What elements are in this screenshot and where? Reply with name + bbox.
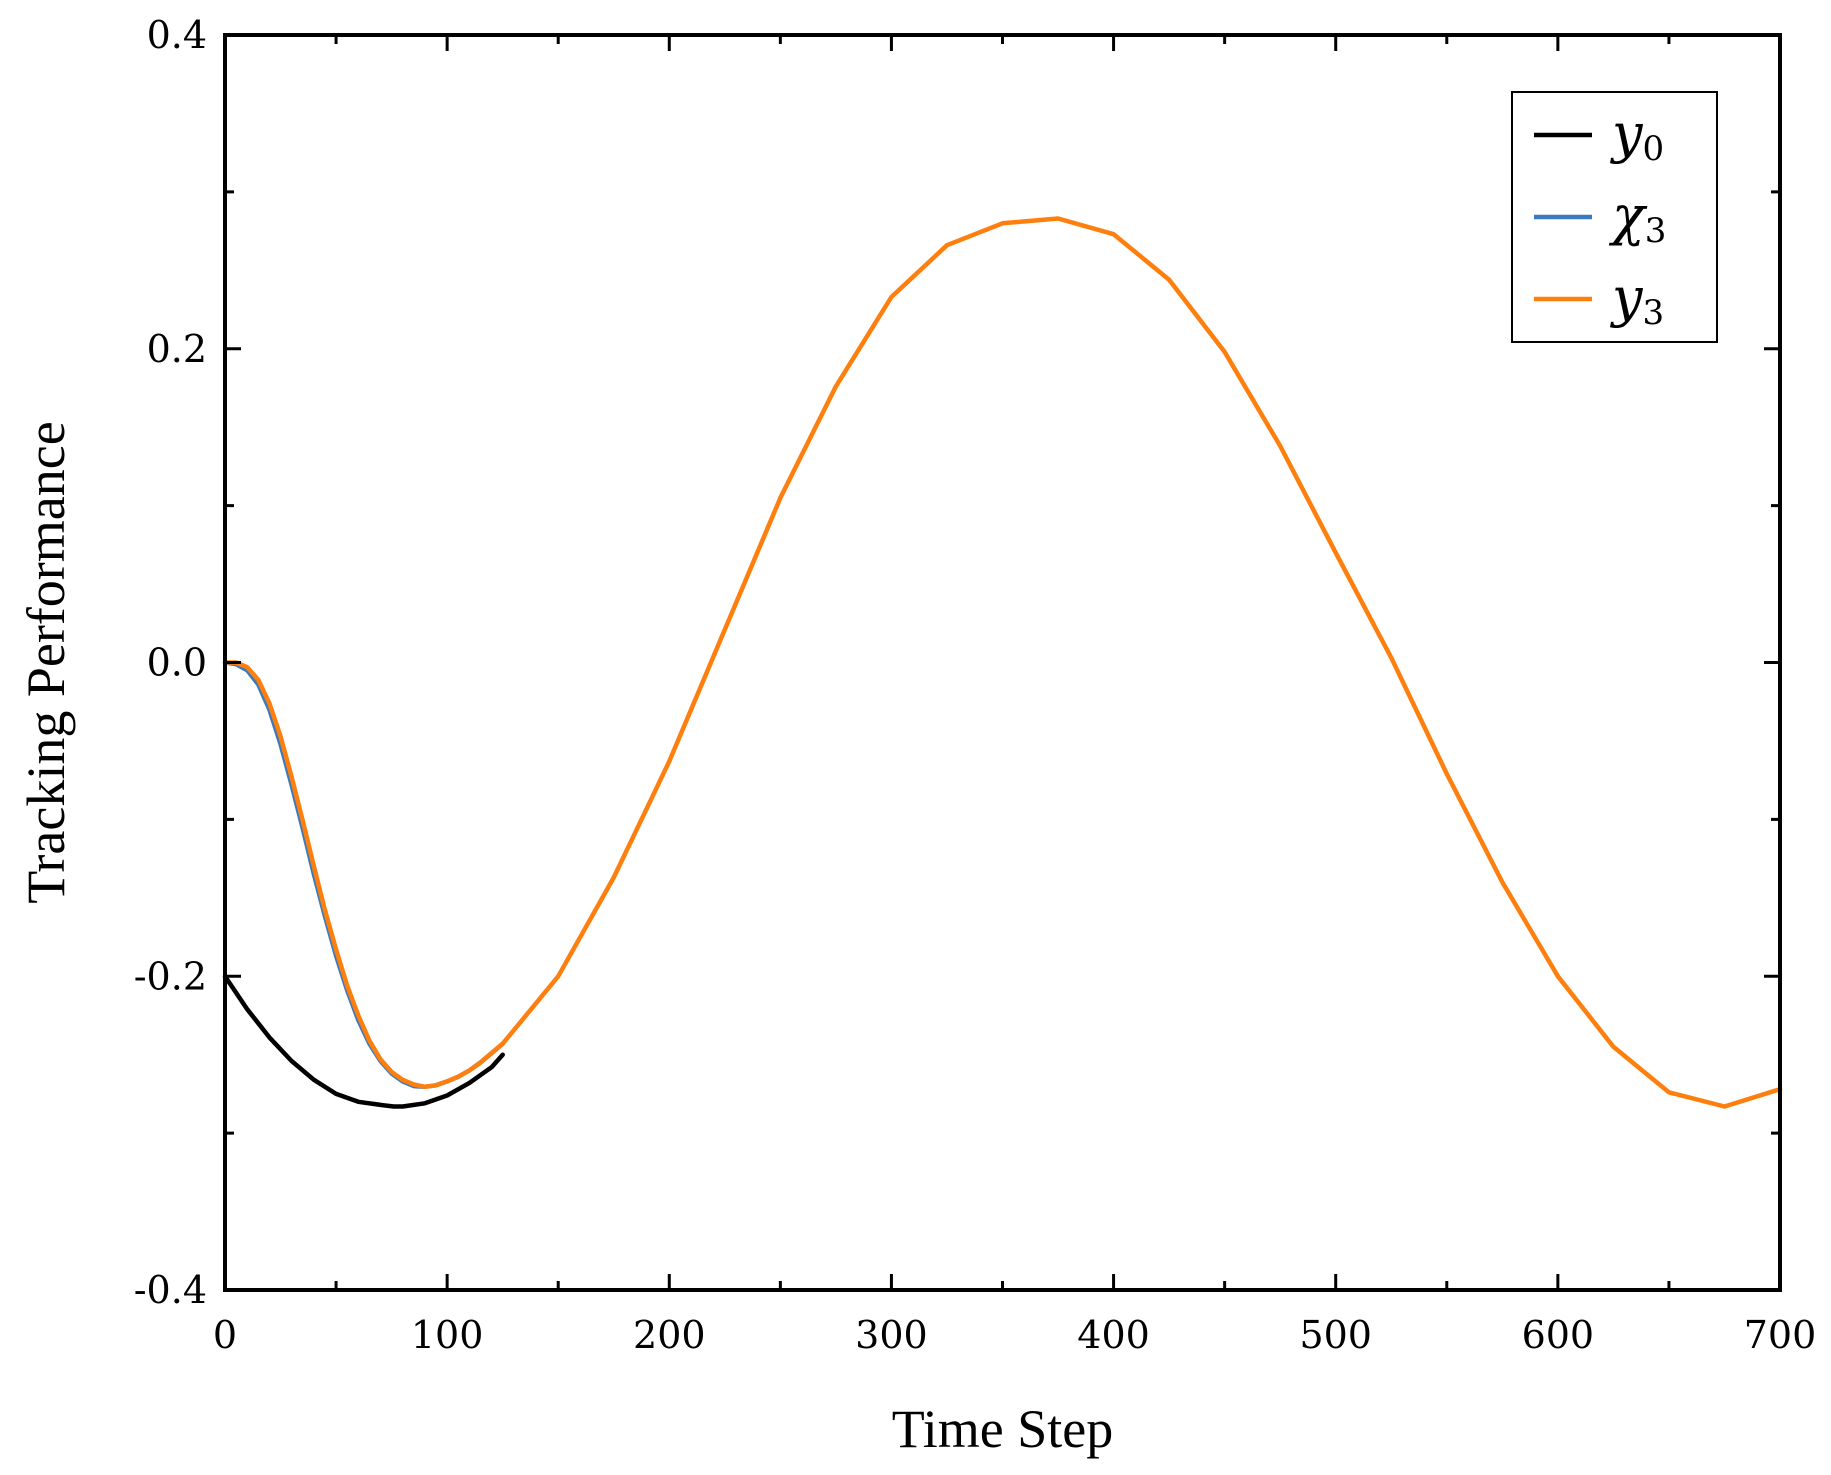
x-tick-label: 400 xyxy=(1077,1313,1150,1357)
x-tick-label: 300 xyxy=(855,1313,928,1357)
y-tick-label: -0.2 xyxy=(134,954,207,998)
x-tick-label: 500 xyxy=(1299,1313,1372,1357)
plot-frame xyxy=(223,33,1782,1292)
series-layer xyxy=(222,216,1783,1109)
x-tick-label: 200 xyxy=(633,1313,706,1357)
legend: y0 χ3 y3 xyxy=(1511,91,1718,343)
series-line-y0 xyxy=(222,974,505,1109)
x-tick-label: 0 xyxy=(213,1313,237,1357)
x-tick-label: 100 xyxy=(411,1313,484,1357)
y-tick-label: 0.4 xyxy=(147,13,207,57)
legend-entry: χ3 xyxy=(1608,184,1666,251)
legend-entry: y0 xyxy=(1610,102,1664,169)
x-tick-label: 600 xyxy=(1522,1313,1595,1357)
ticks-layer: 0 100 200 300 400 500 600 700 -0.4 -0.2 0.0 0.2 0.4 xyxy=(134,13,1817,1357)
y-tick-label: -0.4 xyxy=(134,1268,207,1312)
y-axis-label: Tracking Performance xyxy=(16,421,76,903)
series-line-y3 xyxy=(222,216,1783,1109)
y-tick-label: 0.2 xyxy=(147,327,207,371)
legend-entry: y3 xyxy=(1610,266,1664,333)
y-tick-label: 0.0 xyxy=(147,641,207,685)
x-axis-label: Time Step xyxy=(892,1399,1114,1459)
x-tick-label: 700 xyxy=(1744,1313,1817,1357)
